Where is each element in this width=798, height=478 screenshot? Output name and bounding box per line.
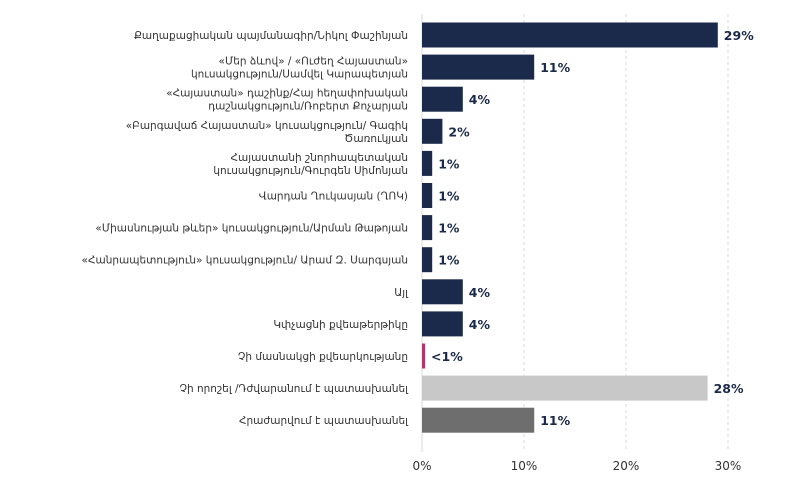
bar <box>422 183 433 208</box>
data-label: <1% <box>431 349 463 364</box>
bar <box>422 311 463 337</box>
category-label: Հայաստանի շնորհապետական կուսակցություն/Գո… <box>213 152 408 177</box>
bar <box>422 54 535 80</box>
category-label: Կփչացնի քվեաթերթիկը <box>273 319 408 331</box>
bar <box>422 86 463 112</box>
x-tick-label: 10% <box>511 459 538 473</box>
data-label: 1% <box>438 221 460 236</box>
data-label: 4% <box>469 92 491 107</box>
data-label: 4% <box>469 317 491 332</box>
bar <box>422 247 433 273</box>
category-label: «Հայաստան» դաշինք/Հայ հեղափոխական դաշնակց… <box>166 88 408 113</box>
bar <box>422 407 535 433</box>
category-label: Չի որոշել /Դժվարանում է պատասխանել <box>180 383 410 395</box>
category-label: Վարդան Ղուկասյան (ՂՈԿ) <box>259 191 408 203</box>
x-tick-label: 30% <box>715 459 742 473</box>
category-label: «Միասնության թևեր» կուսակցություն/Արման … <box>95 223 408 235</box>
bar <box>422 375 708 401</box>
data-label: 4% <box>469 285 491 300</box>
x-tick-label: 20% <box>613 459 640 473</box>
data-label: 1% <box>438 156 460 171</box>
bar <box>422 343 426 369</box>
bar <box>422 118 443 144</box>
bar <box>422 22 718 48</box>
category-label: Այլ <box>394 287 409 299</box>
data-label: 29% <box>724 28 754 43</box>
data-label: 28% <box>714 381 744 396</box>
bar <box>422 279 463 305</box>
data-label: 1% <box>438 189 460 204</box>
category-label: «Հանրապետություն» կուսակցություն/ Արամ Զ… <box>82 255 408 267</box>
category-label: Հրաժարվում է պատասխանել <box>239 415 409 427</box>
bar <box>422 150 433 176</box>
data-label: 2% <box>448 124 470 139</box>
x-tick-label: 0% <box>412 459 431 473</box>
data-label: 11% <box>540 413 570 428</box>
bar <box>422 215 433 241</box>
category-label: «Բարգավաճ Հայաստան» կուսակցություն/ Գագի… <box>126 120 408 145</box>
category-label: Չի մասնակցի քվեարկությանը <box>238 351 408 363</box>
data-label: 11% <box>540 60 570 75</box>
category-label: Քաղաքացիական պայմանագիր/Նիկոլ Փաշինյան <box>134 30 408 42</box>
data-label: 1% <box>438 253 460 268</box>
category-label: «Մեր ձևով» / «Ուժեղ Հայաստան» կուսակցությ… <box>191 56 408 81</box>
